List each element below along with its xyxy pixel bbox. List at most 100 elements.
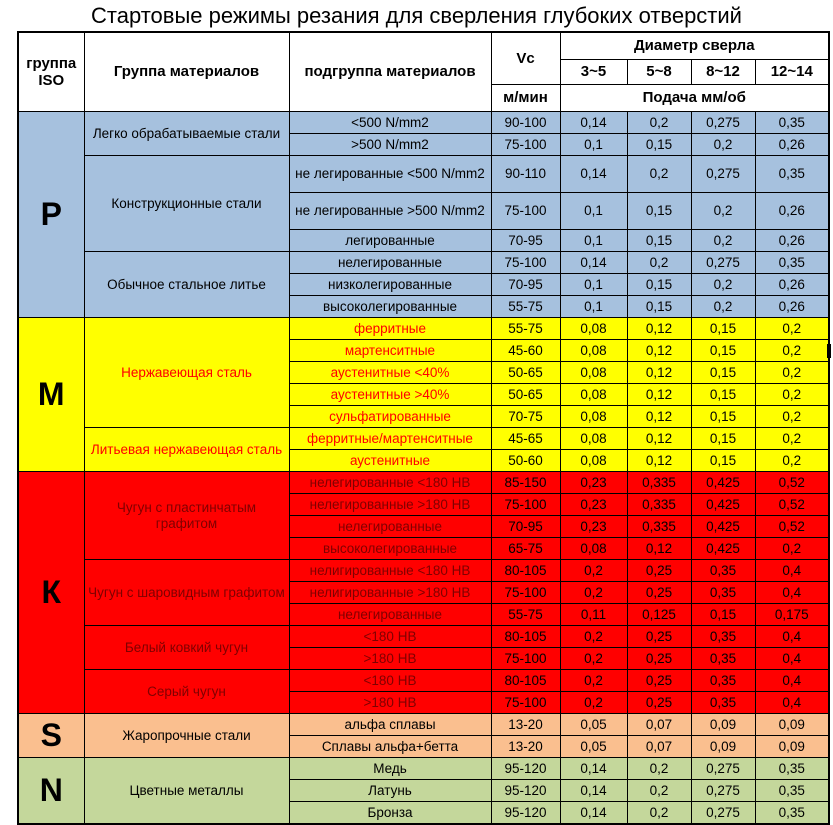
feed-value-cell: 0,08 xyxy=(559,427,628,450)
feed-value-cell: 0,12 xyxy=(626,383,692,406)
material-group-cell: Цветные металлы xyxy=(83,757,290,825)
feed-value-cell: 0,2 xyxy=(626,801,692,825)
feed-value-cell: 0,15 xyxy=(626,273,692,296)
iso-group-letter: P xyxy=(17,111,85,318)
feed-value-cell: 0,2 xyxy=(754,449,830,472)
material-subgroup-cell: аустенитные >40% xyxy=(288,383,492,406)
material-subgroup-cell: <180 НВ xyxy=(288,625,492,648)
feed-value-cell: 0,275 xyxy=(690,155,756,193)
vc-value-cell: 70-75 xyxy=(490,405,561,428)
vc-value-cell: 95-120 xyxy=(490,757,561,780)
vc-value-cell: 95-120 xyxy=(490,779,561,802)
vc-value-cell: 90-110 xyxy=(490,155,561,193)
feed-value-cell: 0,14 xyxy=(559,779,628,802)
feed-value-cell: 0,23 xyxy=(559,471,628,494)
material-group-cell: Чугун с шаровидным графитом xyxy=(83,559,290,626)
feed-value-cell: 0,275 xyxy=(690,757,756,780)
material-group-cell: Серый чугун xyxy=(83,669,290,714)
feed-value-cell: 0,09 xyxy=(690,713,756,736)
feed-value-cell: 0,35 xyxy=(690,691,756,714)
feed-value-cell: 0,1 xyxy=(559,192,628,230)
material-subgroup-cell: нелегированные >180 НВ xyxy=(288,493,492,516)
material-subgroup-cell: не легированные <500 N/mm2 xyxy=(288,155,492,193)
feed-value-cell: 0,25 xyxy=(626,691,692,714)
feed-value-cell: 0,14 xyxy=(559,251,628,274)
material-subgroup-cell: ферритные/мартенситные xyxy=(288,427,492,450)
material-subgroup-header: подгруппа материалов xyxy=(288,31,492,112)
iso-group-letter: M xyxy=(17,317,85,472)
material-subgroup-cell: <500 N/mm2 xyxy=(288,111,492,134)
feed-value-cell: 0,125 xyxy=(626,603,692,626)
feed-value-cell: 0,2 xyxy=(754,427,830,450)
material-subgroup-cell: нелигированные >180 НВ xyxy=(288,581,492,604)
feed-value-cell: 0,05 xyxy=(559,735,628,758)
feed-value-cell: 0,425 xyxy=(690,515,756,538)
feed-value-cell: 0,25 xyxy=(626,581,692,604)
feed-value-cell: 0,15 xyxy=(690,405,756,428)
vc-value-cell: 80-105 xyxy=(490,669,561,692)
feed-value-cell: 0,25 xyxy=(626,559,692,582)
vc-value-cell: 13-20 xyxy=(490,713,561,736)
vc-value-cell: 95-120 xyxy=(490,801,561,825)
vc-value-cell: 45-60 xyxy=(490,339,561,362)
iso-group-letter: К xyxy=(17,471,85,714)
material-subgroup-cell: легированные xyxy=(288,229,492,252)
feed-value-cell: 0,07 xyxy=(626,735,692,758)
feed-value-cell: 0,35 xyxy=(754,801,830,825)
feed-value-cell: 0,4 xyxy=(754,647,830,670)
feed-value-cell: 0,26 xyxy=(754,133,830,156)
feed-value-cell: 0,4 xyxy=(754,625,830,648)
material-subgroup-cell: Бронза xyxy=(288,801,492,825)
vc-value-cell: 75-100 xyxy=(490,133,561,156)
feed-value-cell: 0,11 xyxy=(559,603,628,626)
feed-value-cell: 0,2 xyxy=(626,757,692,780)
feed-value-cell: 0,12 xyxy=(626,537,692,560)
vc-header: Vc xyxy=(490,31,561,85)
feed-value-cell: 0,175 xyxy=(754,603,830,626)
feed-value-cell: 0,2 xyxy=(559,647,628,670)
feed-value-cell: 0,25 xyxy=(626,647,692,670)
feed-value-cell: 0,2 xyxy=(626,779,692,802)
feed-value-cell: 0,12 xyxy=(626,339,692,362)
feed-value-cell: 0,35 xyxy=(754,155,830,193)
material-subgroup-cell: альфа сплавы xyxy=(288,713,492,736)
material-subgroup-cell: аустенитные <40% xyxy=(288,361,492,384)
feed-value-cell: 0,2 xyxy=(690,192,756,230)
feed-value-cell: 0,425 xyxy=(690,493,756,516)
feed-value-cell: 0,15 xyxy=(626,295,692,318)
feed-value-cell: 0,4 xyxy=(754,581,830,604)
feed-value-cell: 0,2 xyxy=(754,383,830,406)
feed-value-cell: 0,23 xyxy=(559,515,628,538)
material-subgroup-cell: аустенитные xyxy=(288,449,492,472)
material-group-header: Группа материалов xyxy=(83,31,290,112)
feed-unit-header: Подача мм/об xyxy=(559,84,830,112)
feed-value-cell: 0,26 xyxy=(754,229,830,252)
feed-value-cell: 0,12 xyxy=(626,449,692,472)
material-subgroup-cell: >500 N/mm2 xyxy=(288,133,492,156)
feed-value-cell: 0,425 xyxy=(690,471,756,494)
vc-value-cell: 55-75 xyxy=(490,295,561,318)
feed-value-cell: 0,2 xyxy=(559,669,628,692)
feed-value-cell: 0,275 xyxy=(690,779,756,802)
feed-value-cell: 0,2 xyxy=(690,133,756,156)
cutting-modes-table: группа ISO Группа материалов подгруппа м… xyxy=(17,31,831,825)
feed-value-cell: 0,07 xyxy=(626,713,692,736)
feed-value-cell: 0,2 xyxy=(626,111,692,134)
feed-value-cell: 0,275 xyxy=(690,111,756,134)
feed-value-cell: 0,2 xyxy=(690,229,756,252)
material-subgroup-cell: нелигированные <180 НВ xyxy=(288,559,492,582)
feed-value-cell: 0,08 xyxy=(559,405,628,428)
feed-value-cell: 0,1 xyxy=(559,273,628,296)
feed-value-cell: 0,08 xyxy=(559,383,628,406)
cursor-artifact xyxy=(827,344,831,358)
feed-value-cell: 0,08 xyxy=(559,339,628,362)
feed-value-cell: 0,35 xyxy=(690,669,756,692)
diameter-col-header: 8~12 xyxy=(690,59,756,85)
vc-value-cell: 50-65 xyxy=(490,361,561,384)
feed-value-cell: 0,35 xyxy=(754,251,830,274)
material-group-cell: Литьевая нержавеющая сталь xyxy=(83,427,290,472)
feed-value-cell: 0,2 xyxy=(690,295,756,318)
feed-value-cell: 0,12 xyxy=(626,427,692,450)
material-subgroup-cell: высоколегированные xyxy=(288,295,492,318)
feed-value-cell: 0,09 xyxy=(754,713,830,736)
